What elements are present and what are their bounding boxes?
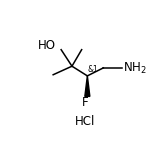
Text: F: F [82, 96, 89, 109]
Text: NH$_2$: NH$_2$ [123, 61, 146, 76]
Text: HCl: HCl [75, 115, 95, 128]
Text: HO: HO [38, 39, 56, 52]
Polygon shape [85, 76, 90, 96]
Text: &1: &1 [88, 65, 99, 74]
